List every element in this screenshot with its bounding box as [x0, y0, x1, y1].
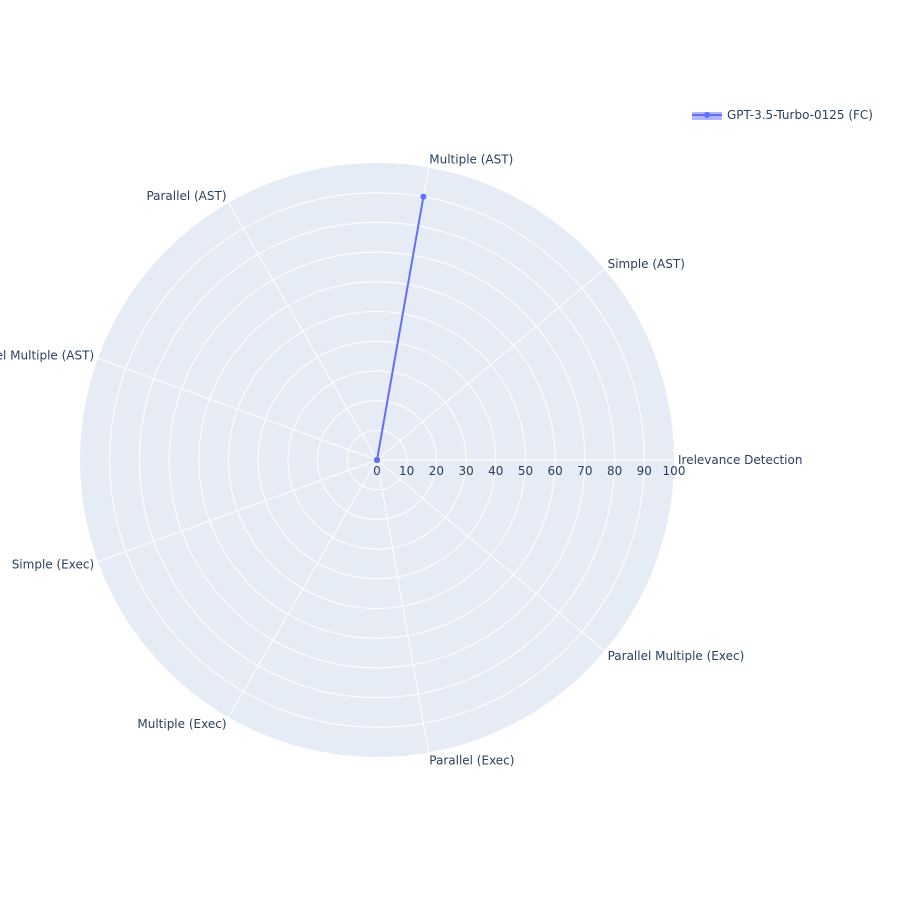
- axis-label-parallel-exec: Parallel (Exec): [429, 753, 514, 767]
- spoke-multiple-exec: [228, 459, 378, 718]
- axis-label-parallel-multiple-exec: Parallel Multiple (Exec): [608, 649, 745, 663]
- legend-item-gpt-3-5-turbo-0125-fc[interactable]: GPT-3.5-Turbo-0125 (FC): [727, 108, 873, 122]
- spoke-parallel-multiple-exec: [376, 459, 605, 652]
- point-gpt-3-5-turbo-0125-fc-parallel-multiple-exec[interactable]: [374, 457, 380, 463]
- radial-tick-80: 80: [607, 464, 622, 478]
- radial-tick-20: 20: [429, 464, 444, 478]
- radial-tick-10: 10: [399, 464, 414, 478]
- radial-tick-70: 70: [577, 464, 592, 478]
- axis-label-multiple-exec: Multiple (Exec): [137, 717, 226, 731]
- radial-tick-60: 60: [548, 464, 563, 478]
- series-layer: [374, 193, 427, 463]
- axis-label-parallel-ast: Parallel (AST): [146, 189, 226, 203]
- radial-tick-90: 90: [637, 464, 652, 478]
- angular-axis-labels: Irelevance Detection Simple (AST) Multiple…: [0, 153, 802, 768]
- axis-label-simple-exec: Simple (Exec): [12, 557, 94, 571]
- axis-label-parallel-multiple-ast: Parallel Multiple (AST): [0, 349, 94, 363]
- radial-tick-40: 40: [488, 464, 503, 478]
- axis-label-multiple-ast: Multiple (AST): [429, 153, 513, 167]
- legend[interactable]: GPT-3.5-Turbo-0125 (FC): [692, 108, 873, 122]
- radial-tick-100: 100: [663, 464, 686, 478]
- point-gpt-3-5-turbo-0125-fc-multiple-ast[interactable]: [420, 193, 427, 200]
- axis-label-simple-ast: Simple (AST): [608, 257, 685, 271]
- legend-swatch-marker: [704, 112, 710, 118]
- radial-tick-labels: 0 10 20 30 40 50 60 70 80 90 100: [373, 464, 685, 478]
- radial-tick-50: 50: [518, 464, 533, 478]
- spoke-simple-exec: [97, 459, 378, 563]
- axis-label-irelevance-detection: Irelevance Detection: [678, 453, 802, 467]
- spoke-parallel-multiple-ast: [97, 357, 378, 461]
- spoke-simple-ast: [376, 268, 605, 461]
- radial-tick-30: 30: [458, 464, 473, 478]
- spoke-parallel-ast: [228, 202, 378, 461]
- radial-tick-0: 0: [373, 464, 381, 478]
- spoke-parallel-exec: [376, 459, 430, 753]
